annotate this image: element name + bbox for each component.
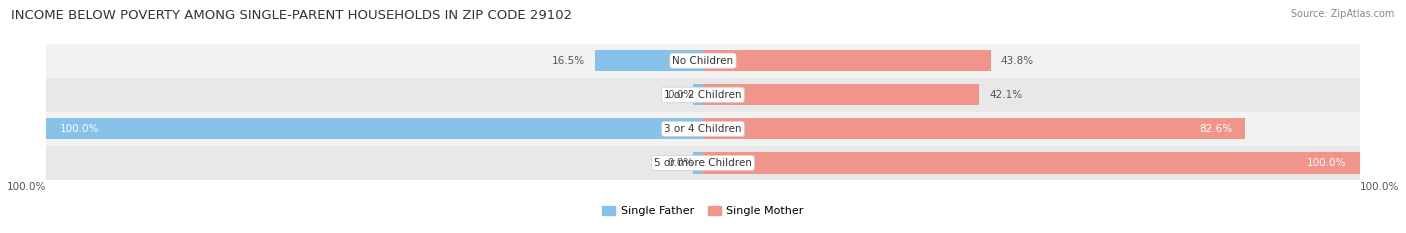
Text: 1 or 2 Children: 1 or 2 Children	[664, 90, 742, 100]
Text: 0.0%: 0.0%	[666, 90, 693, 100]
Bar	[46, 78, 1360, 112]
Text: 0.0%: 0.0%	[666, 158, 693, 168]
Bar	[703, 118, 1246, 140]
Bar	[703, 84, 980, 105]
Text: No Children: No Children	[672, 56, 734, 66]
Text: 43.8%: 43.8%	[1001, 56, 1033, 66]
Legend: Single Father, Single Mother: Single Father, Single Mother	[598, 202, 808, 221]
Text: 5 or more Children: 5 or more Children	[654, 158, 752, 168]
Bar	[46, 112, 1360, 146]
Bar	[46, 118, 703, 140]
Text: 100.0%: 100.0%	[1360, 182, 1399, 192]
Bar	[703, 50, 991, 71]
Text: Source: ZipAtlas.com: Source: ZipAtlas.com	[1291, 9, 1395, 19]
Text: 100.0%: 100.0%	[7, 182, 46, 192]
Text: 42.1%: 42.1%	[990, 90, 1022, 100]
Text: 3 or 4 Children: 3 or 4 Children	[664, 124, 742, 134]
Text: 100.0%: 100.0%	[1308, 158, 1347, 168]
Text: 16.5%: 16.5%	[551, 56, 585, 66]
Bar	[703, 152, 1360, 174]
Text: 100.0%: 100.0%	[59, 124, 98, 134]
Bar	[46, 146, 1360, 180]
Bar	[693, 84, 703, 105]
Bar	[46, 44, 1360, 78]
Text: INCOME BELOW POVERTY AMONG SINGLE-PARENT HOUSEHOLDS IN ZIP CODE 29102: INCOME BELOW POVERTY AMONG SINGLE-PARENT…	[11, 9, 572, 22]
Text: 82.6%: 82.6%	[1199, 124, 1232, 134]
Bar	[595, 50, 703, 71]
Bar	[693, 152, 703, 174]
